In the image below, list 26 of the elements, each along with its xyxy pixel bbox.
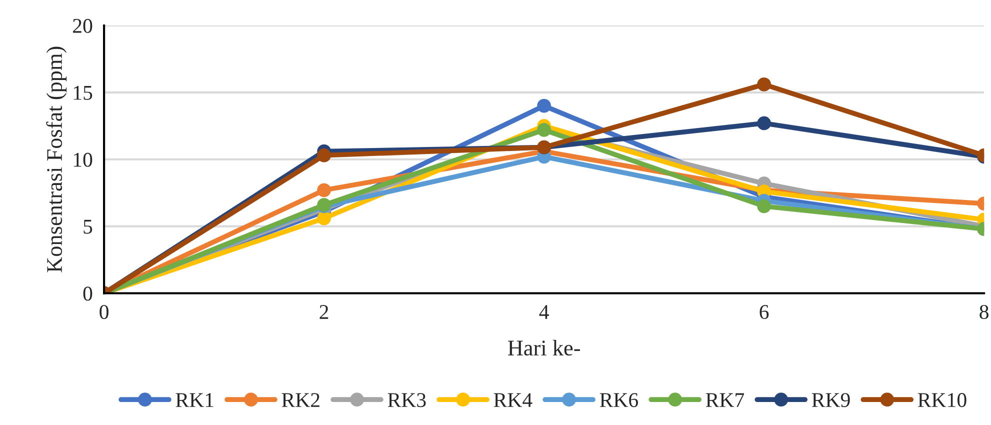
x-tick-label: 0 [100, 304, 108, 320]
legend-label: RK4 [494, 393, 532, 407]
legend-label: RK10 [918, 393, 966, 408]
legend-label: RK7 [706, 393, 744, 407]
x-tick-label: 2 [320, 305, 328, 319]
y-axis-title: Konsentrasi Fosfat (ppm) [46, 46, 67, 272]
legend-label: RK6 [600, 393, 638, 408]
point [757, 199, 772, 214]
x-tick-label: 6 [760, 305, 769, 320]
y-tick-label: 20 [73, 18, 92, 33]
point [757, 116, 772, 130]
y-tick-label: 0 [83, 286, 92, 301]
y-tick-label: 10 [74, 152, 92, 167]
legend-label: RK2 [282, 393, 320, 407]
x-tick-label: 8 [980, 304, 988, 320]
y-tick-label: 15 [74, 86, 92, 100]
legend-label: RK9 [812, 393, 850, 408]
point [757, 77, 772, 92]
x-axis-title: Hari ke- [508, 340, 580, 356]
x-tick-label: 4 [539, 305, 549, 319]
point [317, 148, 331, 162]
point [317, 211, 331, 226]
legend-label: RK1 [176, 393, 214, 407]
point [537, 98, 552, 113]
y-tick-label: 5 [84, 220, 92, 234]
legend-label: RK3 [388, 393, 426, 408]
